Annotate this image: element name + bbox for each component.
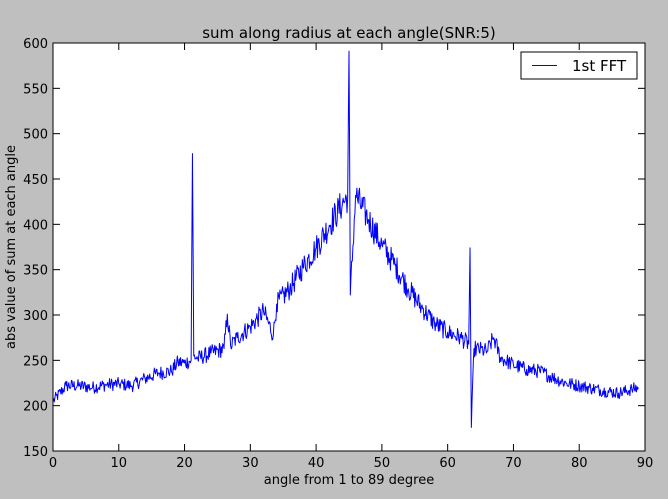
- x-tick-label: 0: [49, 456, 57, 471]
- x-tick-label: 10: [111, 456, 128, 471]
- x-tick-label: 40: [308, 456, 325, 471]
- tick-labels: 0 10 20 30 40 50 60 70 80 90 150 200 250 300 350 400 450…: [23, 37, 653, 471]
- x-axis-label: angle from 1 to 89 degree: [264, 473, 434, 488]
- x-tick-label: 80: [571, 456, 588, 471]
- y-tick-label: 250: [23, 354, 48, 369]
- plot-frame: [52, 42, 646, 452]
- series-line-1st-fft: [53, 50, 639, 428]
- y-tick-label: 600: [23, 37, 48, 52]
- y-tick-label: 200: [23, 400, 48, 415]
- x-tick-label: 90: [637, 456, 654, 471]
- y-tick-label: 500: [23, 128, 48, 143]
- legend-label-1st-fft: 1st FFT: [572, 57, 627, 75]
- y-tick-label: 550: [23, 82, 48, 97]
- chart-title: sum along radius at each angle(SNR:5): [202, 24, 496, 42]
- x-tick-label: 30: [242, 456, 259, 471]
- y-tick-label: 150: [23, 445, 48, 460]
- y-tick-label: 350: [23, 264, 48, 279]
- y-axis-label: abs value of sum at each angle: [4, 145, 19, 349]
- y-tick-label: 450: [23, 173, 48, 188]
- x-tick-label: 70: [505, 456, 522, 471]
- x-tick-label: 20: [176, 456, 193, 471]
- y-tick-label: 400: [23, 218, 48, 233]
- y-tick-label: 300: [23, 309, 48, 324]
- legend: 1st FFT: [520, 51, 638, 80]
- x-tick-label: 60: [439, 456, 456, 471]
- x-tick-label: 50: [374, 456, 391, 471]
